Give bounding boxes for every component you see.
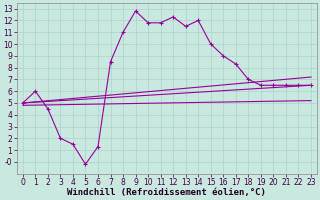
X-axis label: Windchill (Refroidissement éolien,°C): Windchill (Refroidissement éolien,°C) bbox=[68, 188, 266, 197]
